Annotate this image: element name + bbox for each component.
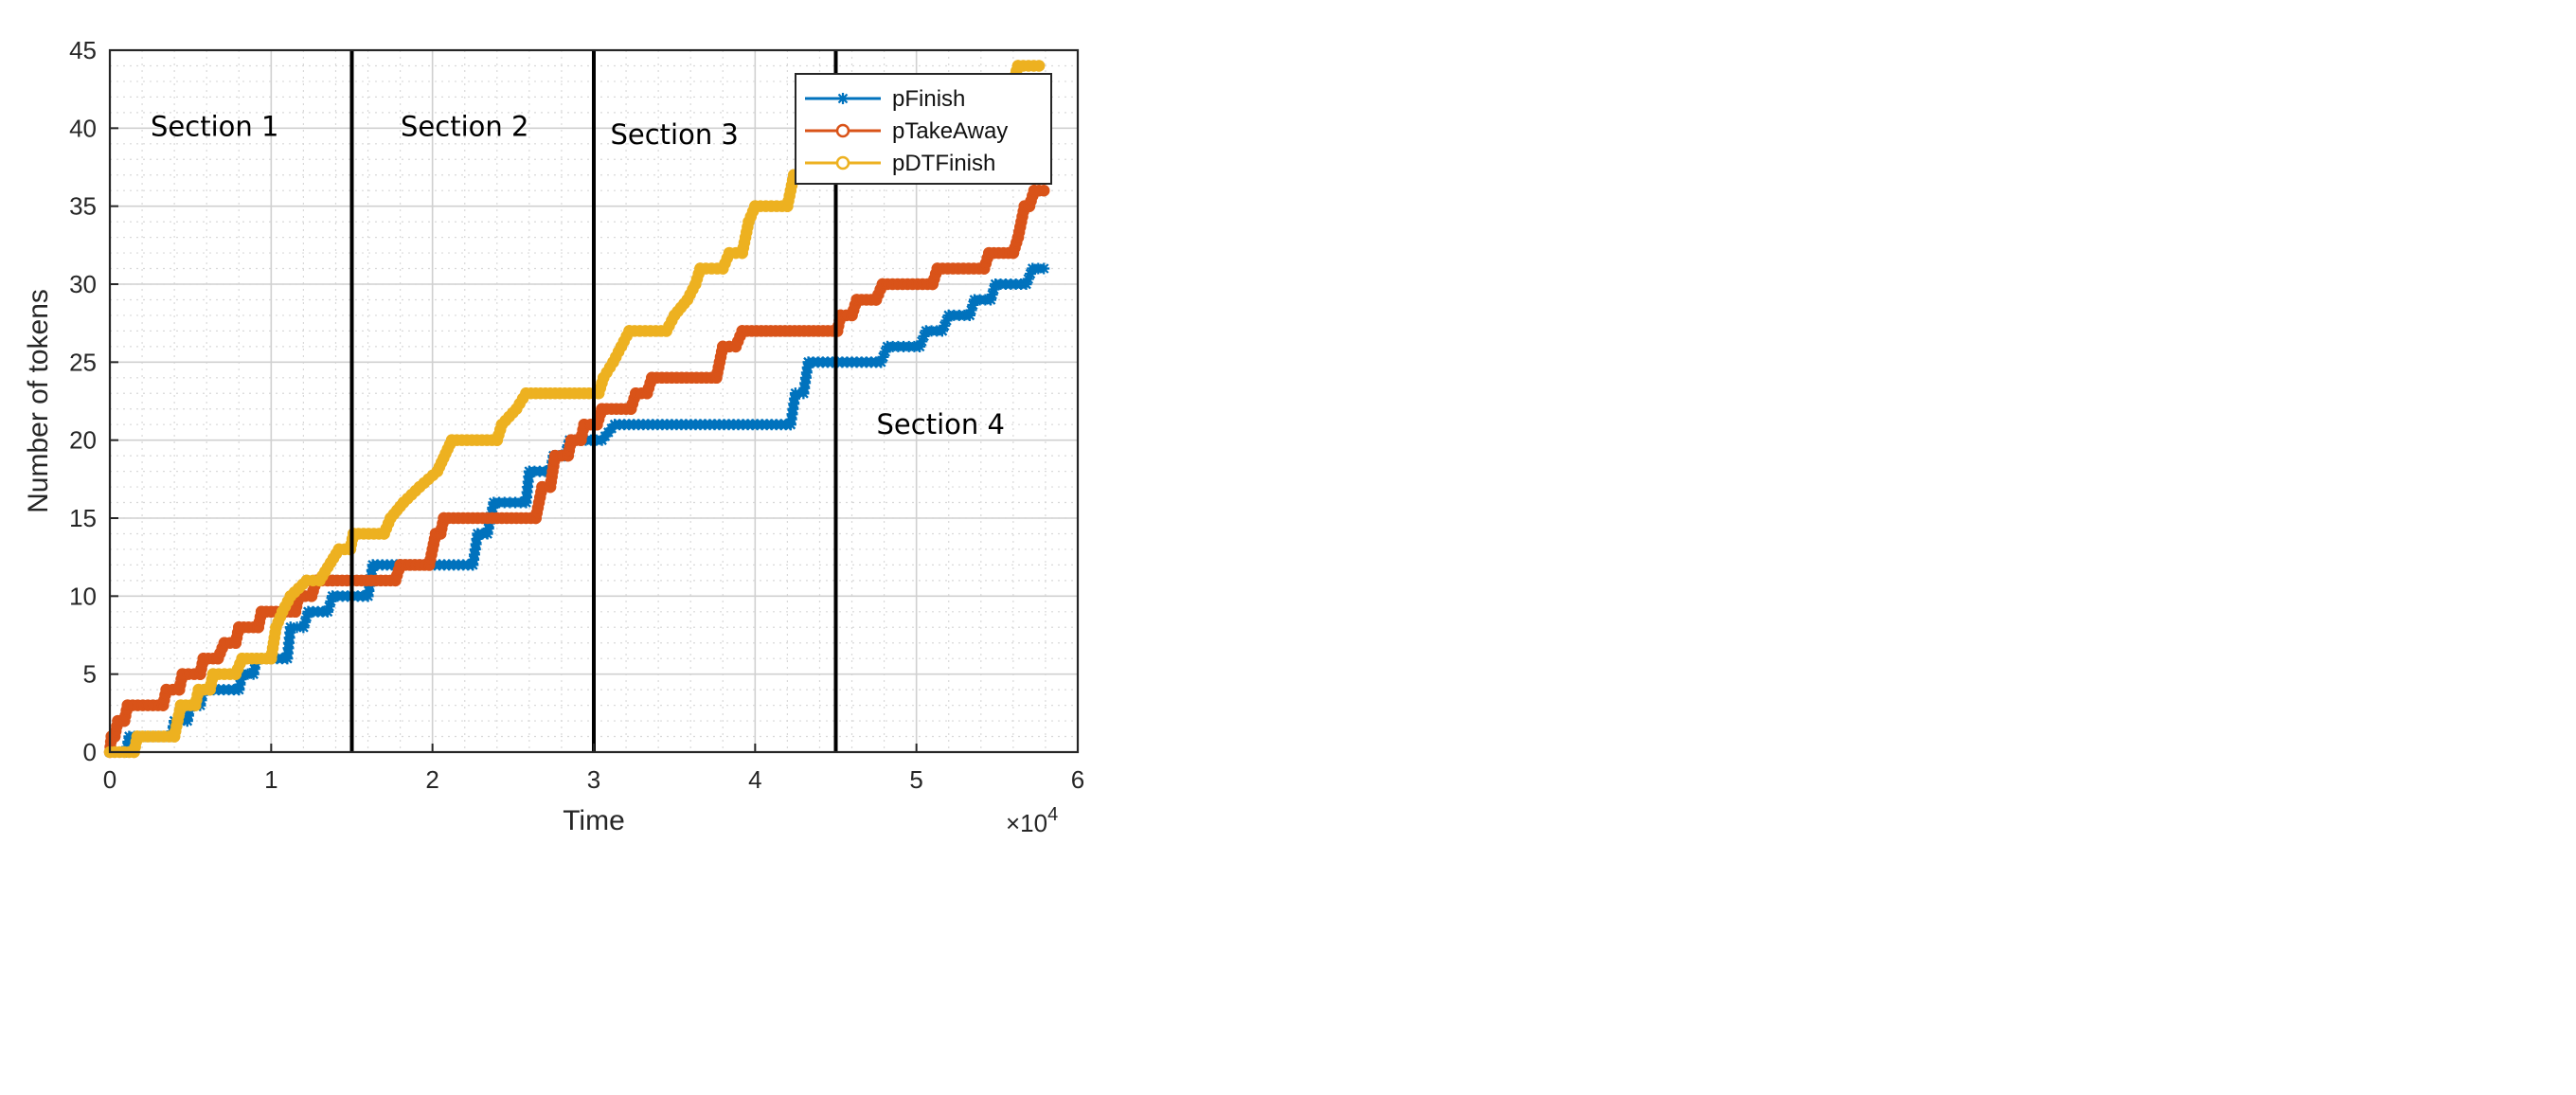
series-marker (940, 314, 953, 327)
series-marker (1038, 262, 1050, 275)
legend-marker-pdtfinish (835, 155, 850, 171)
series-marker (234, 678, 246, 691)
series-marker (487, 502, 499, 514)
section-3-label: Section 3 (610, 118, 738, 151)
series-marker (877, 350, 889, 363)
series-marker (936, 325, 948, 337)
series-marker (481, 528, 493, 540)
y-tick-label: 35 (69, 192, 97, 221)
series-marker (248, 663, 260, 675)
series-marker (323, 601, 335, 613)
y-tick-label: 10 (69, 582, 97, 610)
series-marker (325, 595, 337, 607)
series-marker (1037, 184, 1050, 197)
series-marker (181, 715, 193, 727)
x-tick-label: 3 (587, 765, 600, 794)
y-ticks: 0 5 10 15 20 25 30 35 40 45 (69, 36, 118, 766)
x-tick-label: 1 (264, 765, 277, 794)
x-tick-label: 0 (103, 765, 116, 794)
y-tick-label: 20 (69, 426, 97, 455)
series-marker (1032, 60, 1046, 72)
series-marker (1025, 268, 1037, 280)
series-marker (963, 309, 975, 321)
legend-marker-ptakeaway (835, 123, 850, 138)
series-marker (300, 611, 313, 623)
y-tick-label: 30 (69, 270, 97, 298)
y-axis-label: Number of tokens (23, 289, 54, 513)
y-tick-label: 5 (83, 660, 97, 689)
series-marker (482, 522, 494, 534)
series-marker (916, 335, 928, 348)
x-tick-label: 4 (748, 765, 761, 794)
legend-label-pfinish: pFinish (892, 86, 965, 112)
series-marker (875, 356, 887, 368)
series-marker (247, 668, 259, 680)
y-tick-label: 15 (69, 504, 97, 532)
legend-entry-pfinish: pFinish (805, 86, 965, 112)
legend-label-ptakeaway: pTakeAway (892, 118, 1008, 144)
series-marker (235, 673, 247, 686)
legend-marker-pfinish (837, 93, 849, 104)
series-marker (967, 298, 979, 311)
series-marker (182, 709, 194, 722)
x-axis-exponent-base: ×10 (1006, 809, 1047, 837)
series-marker (879, 346, 891, 358)
series-marker (918, 330, 930, 342)
series-marker (299, 616, 312, 628)
y-tick-label: 40 (69, 114, 97, 142)
series-marker (284, 621, 296, 634)
series-marker (985, 294, 997, 306)
section-annotations: Section 1 Section 2 Section 3 Section 4 (151, 111, 1005, 441)
legend-entry-ptakeaway: pTakeAway (805, 118, 1008, 144)
x-axis-exponent-power: 4 (1047, 804, 1058, 825)
legend: pFinish pTakeAway pDTFinish (795, 73, 1052, 185)
x-axis-label: Time (563, 805, 625, 836)
x-tick-label: 6 (1071, 765, 1084, 794)
x-axis-exponent: ×104 (1006, 804, 1058, 837)
series-marker (233, 684, 245, 696)
series-marker (291, 621, 303, 634)
x-tick-label: 2 (425, 765, 438, 794)
series-marker (1020, 278, 1032, 290)
series-marker (1022, 273, 1034, 285)
series-marker (988, 283, 1000, 296)
series-marker (939, 319, 951, 332)
section-4-label: Section 4 (877, 408, 1005, 440)
series-marker (965, 304, 977, 316)
series-marker (122, 736, 134, 748)
series-marker (789, 387, 801, 400)
series-marker (321, 605, 333, 618)
y-tick-label: 45 (69, 36, 97, 64)
legend-entry-pdtfinish: pDTFinish (805, 151, 995, 176)
section-1-label: Section 1 (151, 111, 278, 143)
series-marker (914, 340, 926, 352)
section-2-label: Section 2 (401, 111, 528, 143)
y-tick-label: 25 (69, 348, 97, 376)
legend-label-pdtfinish: pDTFinish (892, 151, 995, 176)
series-marker (986, 288, 998, 300)
x-ticks: 0 1 2 3 4 5 6 (103, 744, 1084, 794)
series-marker (297, 621, 310, 634)
x-tick-label: 5 (909, 765, 922, 794)
y-tick-label: 0 (83, 738, 97, 766)
